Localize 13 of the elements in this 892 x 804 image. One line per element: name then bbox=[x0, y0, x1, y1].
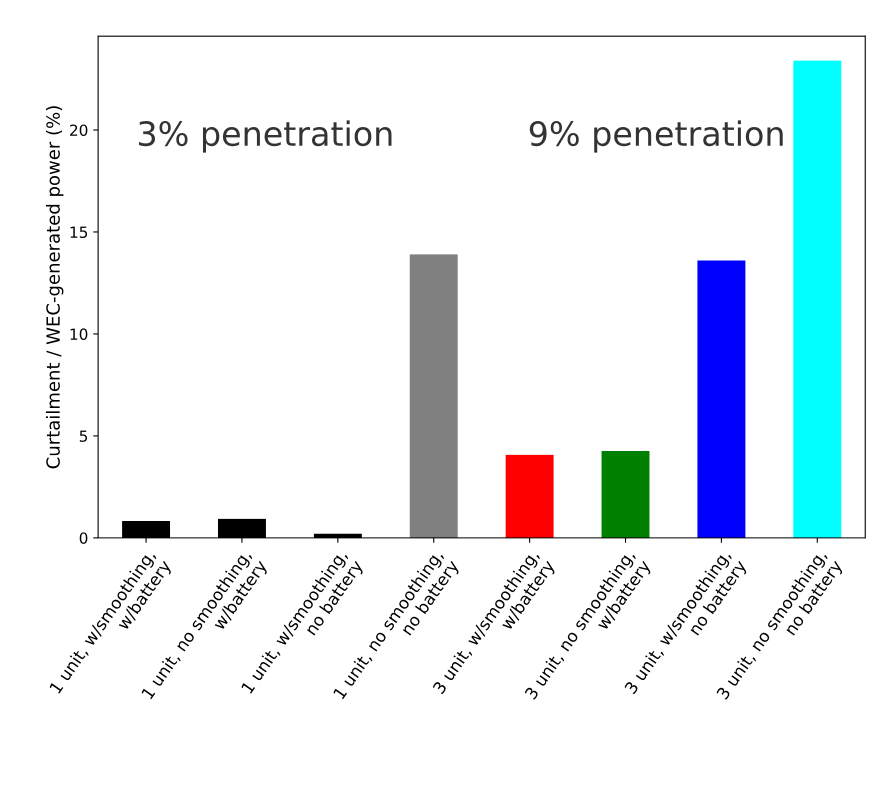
y-tick-label: 20 bbox=[70, 124, 88, 136]
y-tick-label: 0 bbox=[80, 532, 88, 544]
bar bbox=[697, 260, 746, 538]
bar bbox=[410, 254, 458, 538]
y-tick-label: 5 bbox=[80, 430, 88, 442]
annotation: 3% penetration bbox=[139, 120, 392, 153]
y-axis-title: Curtailment / WEC-generated power (%) bbox=[46, 106, 64, 468]
bar bbox=[602, 450, 650, 538]
y-tick-label: 10 bbox=[70, 328, 88, 340]
annotation: 9% penetration bbox=[530, 120, 783, 153]
bar bbox=[506, 454, 554, 538]
y-tick-label: 15 bbox=[70, 226, 88, 238]
bar bbox=[793, 60, 842, 538]
